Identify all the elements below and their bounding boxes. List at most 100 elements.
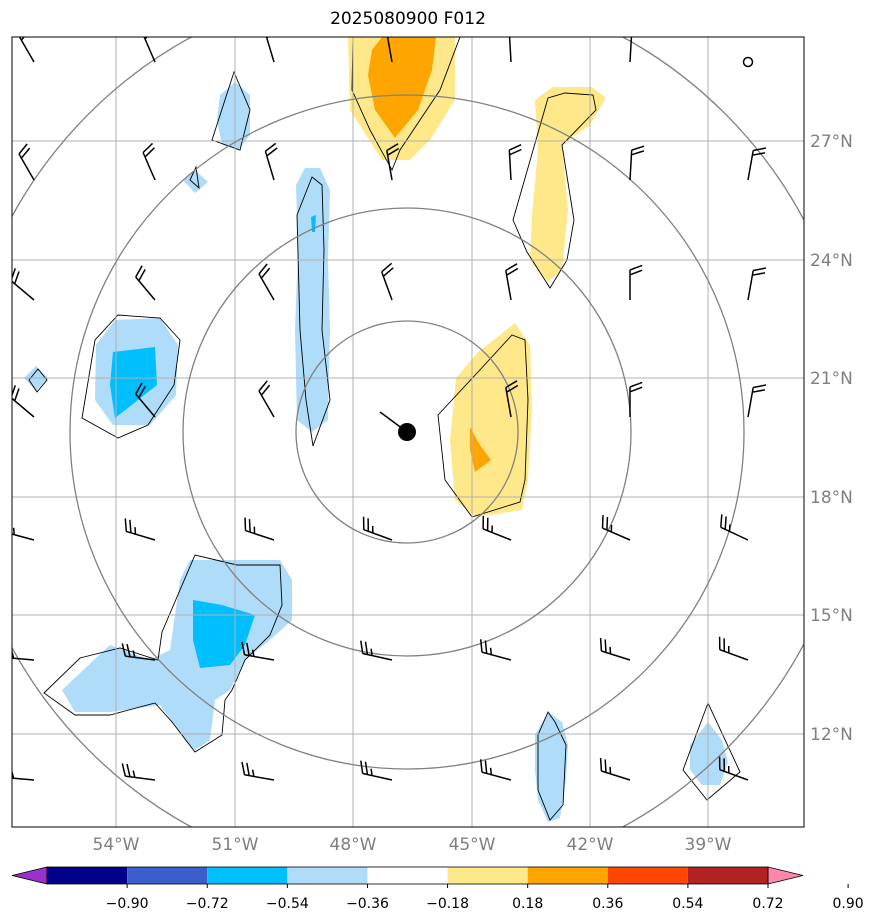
lat-label-18n: 18°N (810, 488, 853, 508)
blue-patch (183, 170, 208, 193)
wind-barb (508, 37, 512, 63)
colorbar-bin (287, 867, 368, 884)
wind-barb (135, 265, 156, 301)
colorbar-bin (607, 867, 688, 884)
contour-line (351, 37, 461, 172)
wind-barb (599, 637, 631, 661)
wind-barb (241, 761, 275, 781)
contour-line (81, 314, 181, 439)
wind-barb (718, 756, 749, 781)
positive-anomaly-shading (348, 37, 606, 517)
wind-barb (362, 516, 393, 541)
wind-barb (505, 380, 519, 418)
wind-barb (380, 262, 394, 301)
wind-barb (264, 142, 278, 181)
wind-barb (747, 267, 767, 301)
wind-barb (747, 147, 767, 181)
wind-barb (135, 382, 156, 418)
colorbar-tick-label: −0.36 (346, 896, 389, 912)
colorbar-bin (447, 867, 528, 884)
colorbar-extend-low (11, 866, 48, 885)
lat-label-24n: 24°N (810, 251, 853, 271)
wind-barb (482, 515, 512, 541)
lon-label-42w: 42°W (567, 835, 614, 855)
colorbar-tick-label: 0.72 (752, 896, 783, 912)
lon-label-51w: 51°W (212, 835, 259, 855)
wind-barb (360, 640, 393, 661)
contour-line (189, 165, 200, 190)
wind-barb (244, 517, 275, 541)
lat-label-21n: 21°N (810, 369, 853, 389)
colorbar-tick-label: −0.54 (266, 896, 309, 912)
wind-barb (599, 757, 631, 781)
blue-patch (535, 712, 568, 822)
lat-label-27n: 27°N (810, 132, 853, 152)
wind-barb (747, 384, 767, 418)
wind-barb (265, 37, 275, 63)
wind-barb (258, 263, 275, 301)
wind-barb (12, 771, 35, 781)
wind-barb (386, 143, 400, 181)
contour-line (437, 334, 529, 518)
blue-core (110, 347, 157, 418)
lon-label-45w: 45°W (449, 835, 496, 855)
wind-barb (479, 759, 512, 781)
colorbar-extend-high (767, 866, 804, 885)
range-rings (12, 37, 804, 827)
contour-line (682, 701, 741, 801)
wind-barb (143, 37, 156, 63)
range-ring (69, 94, 745, 770)
latitude-labels: 27°N 24°N 21°N 18°N 15°N 12°N (810, 132, 853, 745)
storm-center-marker (398, 423, 416, 441)
wind-barb (12, 651, 35, 661)
wind-barb (720, 514, 749, 541)
wind-barb (241, 641, 275, 661)
colorbar-bin (127, 867, 208, 884)
wind-barb (258, 380, 275, 418)
orange-core (470, 427, 491, 472)
lat-label-12n: 12°N (810, 725, 853, 745)
contour-line (296, 176, 331, 447)
black-contours (28, 37, 741, 821)
colorbar-tick-label: −0.18 (426, 896, 469, 912)
blue-patch (295, 168, 330, 432)
wind-barb (601, 515, 631, 541)
colorbar-tick-label: −0.72 (186, 896, 229, 912)
lon-label-48w: 48°W (330, 835, 377, 855)
orange-core (368, 37, 436, 138)
calm-wind-circle (742, 56, 754, 68)
wind-barb (629, 145, 645, 181)
wind-barb (629, 381, 643, 417)
colorbar: −0.90 −0.72 −0.54 −0.36 −0.18 0.18 0.36 0.54 0.7… (11, 866, 864, 912)
colorbar-tick-label: 0.36 (592, 896, 623, 912)
lon-label-39w: 39°W (685, 835, 732, 855)
contour-line (28, 368, 48, 393)
wind-barb (718, 636, 749, 661)
colorbar-tick-label: 0.18 (512, 896, 543, 912)
wind-barb (18, 37, 35, 63)
wind-barb (12, 385, 35, 418)
blue-core (193, 600, 255, 668)
colorbar-outline (46, 866, 769, 885)
colorbar-bin (47, 867, 128, 884)
longitude-labels: 54°W 51°W 48°W 45°W 42°W 39°W (93, 835, 732, 855)
blue-patch (217, 82, 250, 150)
wind-barb (479, 639, 512, 661)
range-ring (182, 207, 632, 657)
wind-barb (505, 263, 519, 301)
yellow-patch (450, 323, 532, 517)
yellow-patch (530, 87, 606, 282)
wind-barb (629, 264, 643, 300)
wind-barb (121, 763, 156, 781)
map-title: 2025080900 F012 (330, 9, 486, 29)
colorbar-bin (687, 867, 768, 884)
wind-barb (142, 142, 156, 181)
contour-line (211, 70, 251, 151)
colorbar-bin (527, 867, 608, 884)
wind-barb (12, 527, 35, 541)
contour-line (43, 554, 283, 753)
colorbar-bin (207, 867, 288, 884)
wind-barb (18, 143, 35, 181)
colorbar-tick-label: −0.90 (106, 896, 149, 912)
